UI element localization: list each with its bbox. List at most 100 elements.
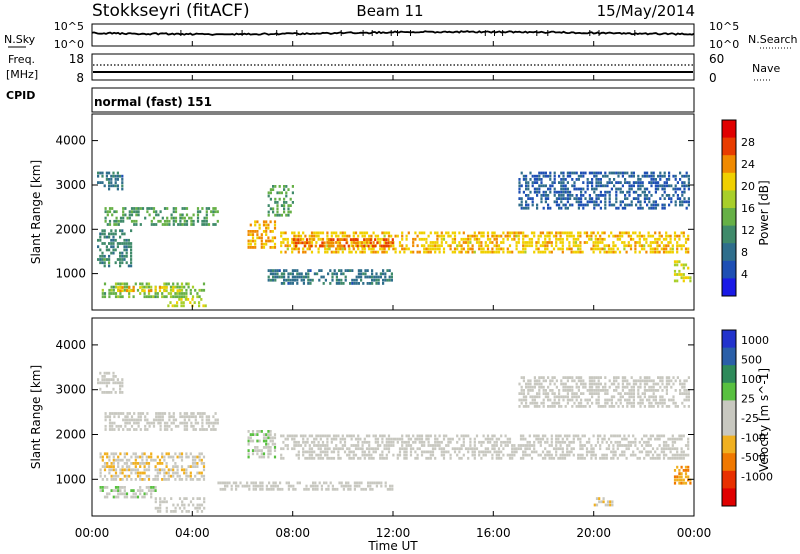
heatmap-cell bbox=[652, 379, 655, 383]
heatmap-cell bbox=[573, 184, 576, 188]
heatmap-cell bbox=[133, 219, 136, 223]
heatmap-cell bbox=[560, 187, 563, 191]
heatmap-cell bbox=[538, 382, 541, 386]
heatmap-cell bbox=[656, 453, 659, 457]
heatmap-cell bbox=[563, 440, 567, 444]
heatmap-cell bbox=[500, 450, 503, 454]
heatmap-cell bbox=[272, 278, 275, 282]
heatmap-cell bbox=[491, 231, 494, 235]
heatmap-cell bbox=[681, 200, 684, 204]
heatmap-cell bbox=[614, 244, 617, 248]
heatmap-cell bbox=[542, 174, 545, 178]
heatmap-cell bbox=[528, 434, 531, 438]
heatmap-cell bbox=[112, 184, 115, 188]
heatmap-cell bbox=[594, 444, 597, 447]
heatmap-cell bbox=[579, 453, 582, 457]
heatmap-cell bbox=[262, 446, 266, 449]
heatmap-cell bbox=[577, 250, 580, 254]
heatmap-cell bbox=[645, 434, 648, 438]
heatmap-cell bbox=[518, 184, 521, 188]
heatmap-cell bbox=[114, 486, 118, 489]
heatmap-cell bbox=[172, 503, 175, 507]
heatmap-cell bbox=[295, 444, 298, 447]
heatmap-cell bbox=[398, 244, 402, 248]
heatmap-cell bbox=[491, 444, 494, 447]
heatmap-cell bbox=[604, 206, 607, 210]
heatmap-cell bbox=[553, 398, 556, 402]
heatmap-cell bbox=[154, 468, 157, 472]
heatmap-cell bbox=[431, 241, 435, 244]
heatmap-cell bbox=[261, 484, 264, 488]
heatmap-cell bbox=[547, 174, 550, 178]
heatmap-cell bbox=[267, 226, 270, 230]
heatmap-cell bbox=[462, 434, 465, 438]
heatmap-cell bbox=[161, 455, 164, 459]
heatmap-cell bbox=[460, 447, 463, 451]
heatmap-cell bbox=[101, 391, 104, 394]
heatmap-cell bbox=[265, 433, 268, 436]
heatmap-cell bbox=[139, 465, 142, 468]
heatmap-cell bbox=[126, 216, 129, 220]
heatmap-cell bbox=[687, 440, 690, 444]
heatmap-cell bbox=[453, 234, 457, 238]
heatmap-cell bbox=[584, 171, 587, 175]
heatmap-cell bbox=[480, 234, 483, 238]
heatmap-cell bbox=[638, 250, 641, 254]
heatmap-cell bbox=[639, 398, 642, 402]
heatmap-cell bbox=[429, 444, 432, 447]
heatmap-cell bbox=[114, 261, 117, 265]
heatmap-cell bbox=[247, 230, 250, 233]
heatmap-cell bbox=[629, 444, 633, 447]
heatmap-cell bbox=[538, 190, 541, 194]
heatmap-cell bbox=[478, 231, 481, 235]
heatmap-cell bbox=[623, 434, 626, 438]
heatmap-cell bbox=[637, 385, 640, 389]
heatmap-cell bbox=[471, 447, 474, 451]
heatmap-cell bbox=[159, 418, 162, 422]
heatmap-cell bbox=[544, 194, 547, 197]
heatmap-cell bbox=[390, 241, 393, 244]
heatmap-cell bbox=[497, 437, 501, 441]
heatmap-cell bbox=[525, 200, 528, 204]
heatmap-cell bbox=[381, 437, 384, 441]
heatmap-cell bbox=[447, 244, 450, 248]
heatmap-cell bbox=[291, 278, 294, 282]
heatmap-cell bbox=[669, 250, 672, 254]
heatmap-cell bbox=[643, 247, 646, 251]
heatmap-cell bbox=[456, 453, 459, 457]
heatmap-cell bbox=[343, 444, 347, 447]
heatmap-cell bbox=[124, 415, 127, 419]
heatmap-cell bbox=[163, 286, 166, 289]
heatmap-cell bbox=[161, 500, 164, 504]
heatmap-cell bbox=[502, 241, 505, 244]
heatmap-cell bbox=[552, 447, 556, 451]
heatmap-cell bbox=[618, 440, 622, 444]
heatmap-cell bbox=[568, 244, 571, 248]
heatmap-cell bbox=[683, 389, 686, 392]
heatmap-cell bbox=[429, 250, 432, 254]
heatmap-cell bbox=[544, 234, 547, 238]
heatmap-cell bbox=[582, 206, 585, 210]
heatmap-cell bbox=[357, 275, 360, 279]
heatmap-cell bbox=[592, 250, 595, 254]
heatmap-cell bbox=[191, 465, 195, 468]
heatmap-cell bbox=[608, 194, 611, 197]
heatmap-cell bbox=[287, 272, 290, 276]
heatmap-region bbox=[673, 260, 692, 283]
heatmap-cell bbox=[546, 440, 549, 444]
heatmap-cell bbox=[179, 415, 182, 419]
heatmap-cell bbox=[471, 234, 474, 238]
heatmap-cell bbox=[325, 487, 328, 491]
heatmap-cell bbox=[420, 450, 424, 454]
heatmap-cell bbox=[363, 453, 366, 457]
heatmap-cell bbox=[317, 440, 320, 444]
heatmap-cell bbox=[165, 506, 168, 510]
heatmap-cell bbox=[372, 447, 375, 451]
heatmap-cell bbox=[683, 382, 686, 386]
freq-right-tick-top: 60 bbox=[709, 52, 724, 66]
heatmap-cell bbox=[588, 405, 591, 408]
heatmap-cell bbox=[382, 244, 386, 248]
heatmap-cell bbox=[637, 401, 640, 405]
heatmap-cell bbox=[456, 447, 459, 451]
heatmap-cell bbox=[469, 447, 472, 451]
